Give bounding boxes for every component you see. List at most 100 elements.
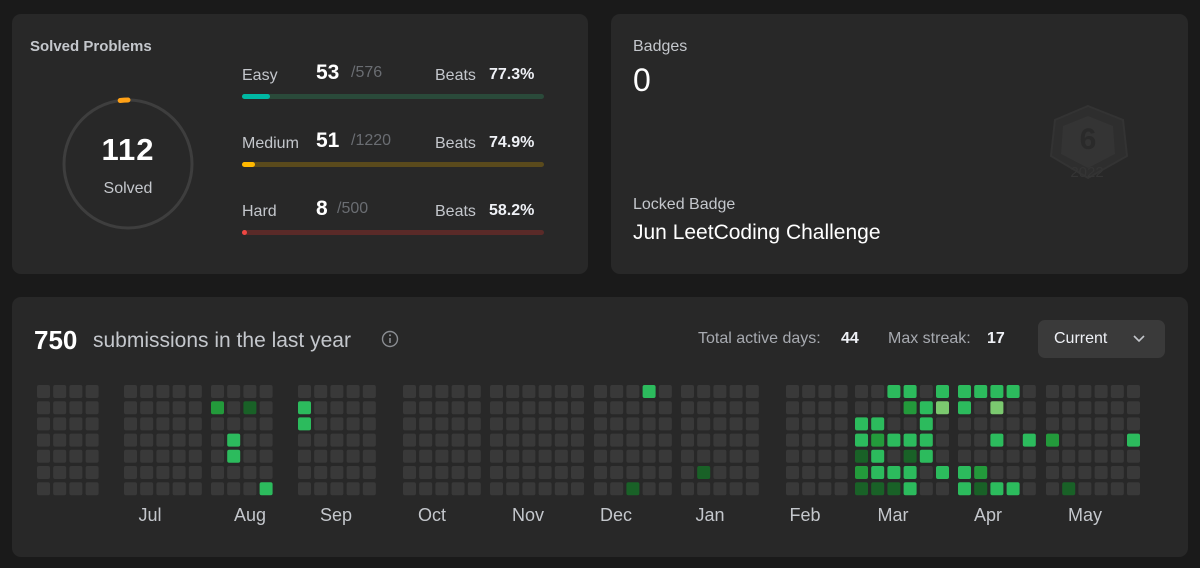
- heatmap-cell[interactable]: [786, 449, 799, 463]
- heatmap-cell[interactable]: [53, 401, 67, 415]
- heatmap-cell[interactable]: [211, 401, 224, 415]
- heatmap-cell[interactable]: [467, 401, 481, 415]
- heatmap-cell[interactable]: [642, 449, 656, 463]
- heatmap-cell[interactable]: [140, 449, 154, 463]
- heatmap-cell[interactable]: [314, 449, 328, 463]
- heatmap-cell[interactable]: [259, 466, 273, 479]
- heatmap-cell[interactable]: [1110, 482, 1124, 496]
- heatmap-cell[interactable]: [172, 417, 186, 431]
- heatmap-cell[interactable]: [610, 466, 624, 479]
- heatmap-cell[interactable]: [346, 433, 360, 447]
- heatmap-cell[interactable]: [658, 449, 672, 463]
- heatmap-cell[interactable]: [314, 401, 328, 415]
- heatmap-cell[interactable]: [1062, 401, 1076, 415]
- heatmap-cell[interactable]: [713, 433, 727, 447]
- heatmap-cell[interactable]: [713, 482, 727, 496]
- heatmap-cell[interactable]: [594, 433, 607, 447]
- heatmap-cell[interactable]: [713, 449, 727, 463]
- heatmap-cell[interactable]: [681, 385, 694, 398]
- heatmap-cell[interactable]: [243, 449, 257, 463]
- heatmap-cell[interactable]: [658, 433, 672, 447]
- heatmap-cell[interactable]: [140, 433, 154, 447]
- heatmap-cell[interactable]: [1022, 433, 1036, 447]
- heatmap-cell[interactable]: [435, 482, 449, 496]
- heatmap-cell[interactable]: [958, 385, 971, 398]
- heatmap-cell[interactable]: [1094, 466, 1108, 479]
- heatmap-cell[interactable]: [871, 482, 885, 496]
- heatmap-cell[interactable]: [140, 417, 154, 431]
- heatmap-cell[interactable]: [713, 385, 727, 398]
- heatmap-cell[interactable]: [490, 401, 503, 415]
- heatmap-cell[interactable]: [1022, 417, 1036, 431]
- heatmap-cell[interactable]: [467, 466, 481, 479]
- heatmap-cell[interactable]: [403, 417, 416, 431]
- heatmap-cell[interactable]: [172, 401, 186, 415]
- heatmap-cell[interactable]: [1046, 482, 1059, 496]
- heatmap-cell[interactable]: [786, 433, 799, 447]
- heatmap-cell[interactable]: [435, 385, 449, 398]
- heatmap-cell[interactable]: [1127, 401, 1140, 415]
- heatmap-cell[interactable]: [451, 385, 465, 398]
- heatmap-cell[interactable]: [85, 466, 99, 479]
- heatmap-cell[interactable]: [681, 417, 694, 431]
- heatmap-cell[interactable]: [936, 385, 949, 398]
- heatmap-cell[interactable]: [594, 482, 607, 496]
- heatmap-cell[interactable]: [362, 466, 376, 479]
- heatmap-cell[interactable]: [69, 385, 83, 398]
- heatmap-cell[interactable]: [887, 466, 901, 479]
- heatmap-cell[interactable]: [188, 385, 202, 398]
- heatmap-cell[interactable]: [1127, 417, 1140, 431]
- heatmap-cell[interactable]: [506, 466, 520, 479]
- heatmap-cell[interactable]: [919, 385, 933, 398]
- heatmap-cell[interactable]: [1110, 385, 1124, 398]
- heatmap-cell[interactable]: [958, 417, 971, 431]
- heatmap-cell[interactable]: [330, 385, 344, 398]
- heatmap-cell[interactable]: [990, 401, 1004, 415]
- heatmap-cell[interactable]: [802, 482, 816, 496]
- heatmap-cell[interactable]: [188, 433, 202, 447]
- heatmap-cell[interactable]: [1078, 449, 1092, 463]
- heatmap-cell[interactable]: [243, 401, 257, 415]
- heatmap-cell[interactable]: [314, 433, 328, 447]
- heatmap-cell[interactable]: [887, 417, 901, 431]
- heatmap-cell[interactable]: [538, 401, 552, 415]
- heatmap-cell[interactable]: [490, 466, 503, 479]
- heatmap-cell[interactable]: [298, 417, 311, 431]
- heatmap-cell[interactable]: [818, 385, 832, 398]
- heatmap-cell[interactable]: [330, 449, 344, 463]
- heatmap-cell[interactable]: [697, 417, 711, 431]
- heatmap-cell[interactable]: [1046, 385, 1059, 398]
- heatmap-cell[interactable]: [626, 401, 640, 415]
- heatmap-cell[interactable]: [610, 449, 624, 463]
- heatmap-cell[interactable]: [554, 466, 568, 479]
- heatmap-cell[interactable]: [172, 482, 186, 496]
- heatmap-cell[interactable]: [626, 466, 640, 479]
- heatmap-cell[interactable]: [818, 417, 832, 431]
- heatmap-cell[interactable]: [243, 482, 257, 496]
- heatmap-cell[interactable]: [37, 449, 50, 463]
- heatmap-cell[interactable]: [1006, 449, 1020, 463]
- year-select-dropdown[interactable]: Current: [1038, 320, 1165, 358]
- heatmap-cell[interactable]: [298, 401, 311, 415]
- heatmap-cell[interactable]: [506, 482, 520, 496]
- heatmap-cell[interactable]: [681, 466, 694, 479]
- heatmap-cell[interactable]: [1110, 466, 1124, 479]
- heatmap-cell[interactable]: [1078, 401, 1092, 415]
- heatmap-cell[interactable]: [538, 482, 552, 496]
- heatmap-cell[interactable]: [974, 449, 988, 463]
- heatmap-cell[interactable]: [855, 385, 868, 398]
- heatmap-cell[interactable]: [990, 385, 1004, 398]
- heatmap-cell[interactable]: [1094, 417, 1108, 431]
- heatmap-cell[interactable]: [1062, 433, 1076, 447]
- heatmap-cell[interactable]: [522, 466, 536, 479]
- heatmap-cell[interactable]: [330, 466, 344, 479]
- heatmap-cell[interactable]: [786, 482, 799, 496]
- heatmap-cell[interactable]: [697, 466, 711, 479]
- heatmap-cell[interactable]: [172, 466, 186, 479]
- heatmap-cell[interactable]: [554, 449, 568, 463]
- heatmap-cell[interactable]: [871, 449, 885, 463]
- heatmap-cell[interactable]: [610, 385, 624, 398]
- heatmap-cell[interactable]: [887, 401, 901, 415]
- heatmap-cell[interactable]: [1094, 385, 1108, 398]
- heatmap-cell[interactable]: [298, 466, 311, 479]
